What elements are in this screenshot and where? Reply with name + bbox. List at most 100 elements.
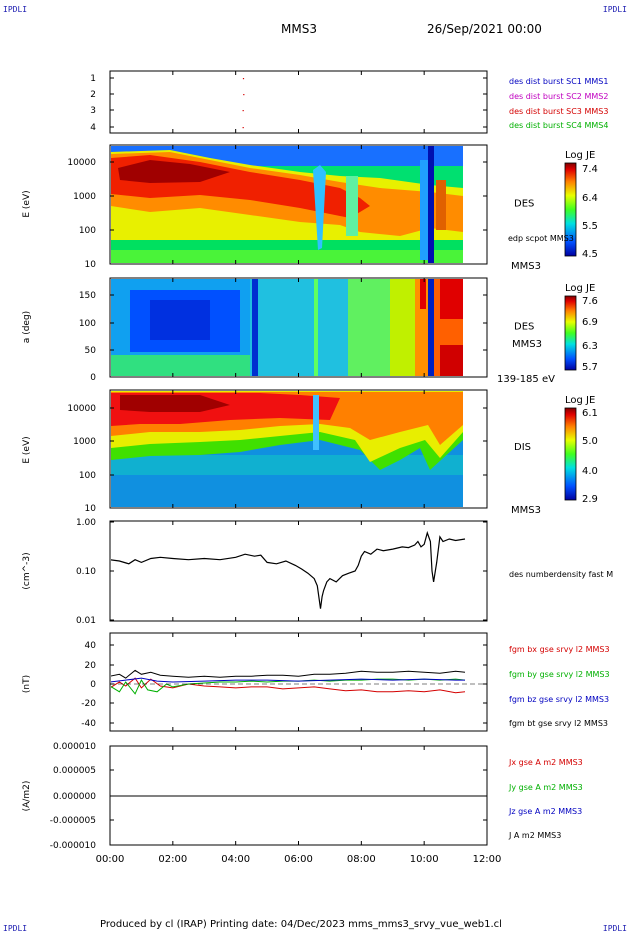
corner-label-top-left: IPDLI [3,5,28,14]
ytick-label-density: 0.10 [76,567,96,577]
des-energy-spectrogram [111,146,463,263]
xtick-label: 08:00 [347,854,376,865]
colorbar-tick-des_pitch: 6.9 [582,317,598,328]
legend-entry-burst: des dist burst SC2 MMS2 [509,92,608,101]
colorbar-tick-dis_energy: 6.1 [582,408,598,419]
ytick-label-dis_energy: 1000 [73,437,96,447]
ytick-label-des_energy: 10 [85,260,97,270]
corner-label-bottom-right: IPDLI [602,924,627,933]
ytick-label-dis_energy: 10 [85,504,97,514]
ytick-label-des_energy: 100 [79,226,96,236]
ytick-label-current: 0.000005 [53,766,96,776]
bottom-label-dis_energy: MMS3 [511,505,541,516]
ytick-label-burst: 3 [90,106,96,116]
colorbar-tick-dis_energy: 4.0 [582,466,598,477]
colorbar-tick-des_energy: 5.5 [582,221,598,232]
colorbar-title-dis_energy: Log JE [565,395,595,406]
burst-point [243,94,245,96]
colorbar-tick-dis_energy: 5.0 [582,436,598,447]
colorbar-des-energy [564,162,577,257]
legend-entry-fgm: fgm bt gse srvy l2 MMS3 [509,719,608,728]
ytick-label-density: 1.00 [76,518,96,528]
colorbar-title-des_energy: Log JE [565,150,595,161]
ylabel-fgm: (nT) [22,675,32,693]
ytick-label-fgm: -40 [81,719,96,729]
colorbar-dis-energy [564,407,577,501]
species-label-des_pitch: DES [514,322,534,333]
ytick-label-des_pitch: 50 [85,346,97,356]
corner-label-top-right: IPDLI [602,5,627,14]
ylabel-des_pitch: a (deg) [22,311,32,343]
ytick-label-burst: 2 [90,90,96,100]
ylabel-density: (cm^-3) [22,552,32,589]
colorbar-tick-des_pitch: 6.3 [582,341,598,352]
xtick-label: 00:00 [96,854,125,865]
ytick-label-des_energy: 1000 [73,192,96,202]
ylabel-current: (A/m2) [22,781,32,812]
series-line-fgm-3 [111,669,466,679]
legend-entry-density: des numberdensity fast M [509,570,613,579]
ytick-label-current: 0.000010 [53,742,96,752]
ytick-label-current: -0.000005 [50,816,96,826]
ytick-label-fgm: 0 [90,680,96,690]
ytick-label-density: 0.01 [76,616,96,626]
dynamic-chart-layer: 1 2 3 4 des dist burst SC1 MMS1 des dist burs… [22,71,613,865]
panel-frame-density [109,520,488,622]
legend-entry-burst: des dist burst SC3 MMS3 [509,107,608,116]
dis-energy-spectrogram [111,391,463,507]
ytick-label-fgm: -20 [81,699,96,709]
legend-entry-fgm: fgm bz gse srvy l2 MMS3 [509,695,609,704]
legend-entry-current: Jz gse A m2 MMS3 [508,807,582,816]
bottom-label-des_pitch: 139-185 eV [497,374,555,385]
header-spacecraft: MMS3 [281,22,317,36]
colorbar-tick-des_pitch: 7.6 [582,296,598,307]
ytick-label-des_energy: 10000 [67,158,96,168]
legend-entry-current: J A m2 MMS3 [508,831,561,840]
ytick-label-current: -0.000010 [50,841,96,851]
colorbar-tick-des_energy: 7.4 [582,164,598,175]
xtick-label: 04:00 [221,854,250,865]
ytick-label-fgm: 40 [85,641,97,651]
legend-entry-current: Jy gse A m2 MMS3 [508,783,583,792]
legend-entry-burst: des dist burst SC4 MMS4 [509,121,608,130]
burst-point [242,127,244,129]
des-pitch-spectrogram [111,279,463,376]
ylabel-dis_energy: E (eV) [22,436,32,463]
colorbar-des-pitch [564,295,577,371]
ytick-label-des_pitch: 150 [79,291,96,301]
bottom-label-des_energy: MMS3 [511,261,541,272]
colorbar-tick-des_energy: 6.4 [582,193,598,204]
series-line-density-0 [111,530,466,609]
legend-entry-fgm: fgm by gse srvy l2 MMS3 [509,670,610,679]
header-date: 26/Sep/2021 00:00 [427,22,542,36]
xtick-label: 02:00 [158,854,187,865]
sub-label-des_energy: edp scpot MMS3 [508,234,574,243]
xtick-label: 10:00 [410,854,439,865]
sub-label-des_pitch: MMS3 [512,339,542,350]
colorbar-tick-des_pitch: 5.7 [582,362,598,373]
legend-entry-fgm: fgm bx gse srvy l2 MMS3 [509,645,610,654]
ytick-label-current: 0.000000 [53,792,96,802]
species-label-dis_energy: DIS [514,442,531,453]
burst-point [242,78,245,80]
ytick-label-des_pitch: 0 [90,373,96,383]
legend-entry-current: Jx gse A m2 MMS3 [508,758,583,767]
colorbar-tick-des_energy: 4.5 [582,249,598,260]
colorbar-title-des_pitch: Log JE [565,283,595,294]
colorbar-tick-dis_energy: 2.9 [582,494,598,505]
ytick-label-burst: 4 [90,123,96,133]
corner-label-bottom-left: IPDLI [3,924,28,933]
panel-frame-burst [109,70,488,134]
ylabel-des_energy: E (eV) [22,190,32,217]
xtick-label: 06:00 [284,854,313,865]
series-line-fgm-2 [111,677,465,683]
burst-point [242,110,244,112]
ytick-label-dis_energy: 100 [79,471,96,481]
ytick-label-fgm: 20 [85,661,97,671]
ytick-label-des_pitch: 100 [79,319,96,329]
legend-entry-burst: des dist burst SC1 MMS1 [509,77,608,86]
xtick-label: 12:00 [473,854,502,865]
ytick-label-burst: 1 [90,74,96,84]
ytick-label-dis_energy: 10000 [67,404,96,414]
